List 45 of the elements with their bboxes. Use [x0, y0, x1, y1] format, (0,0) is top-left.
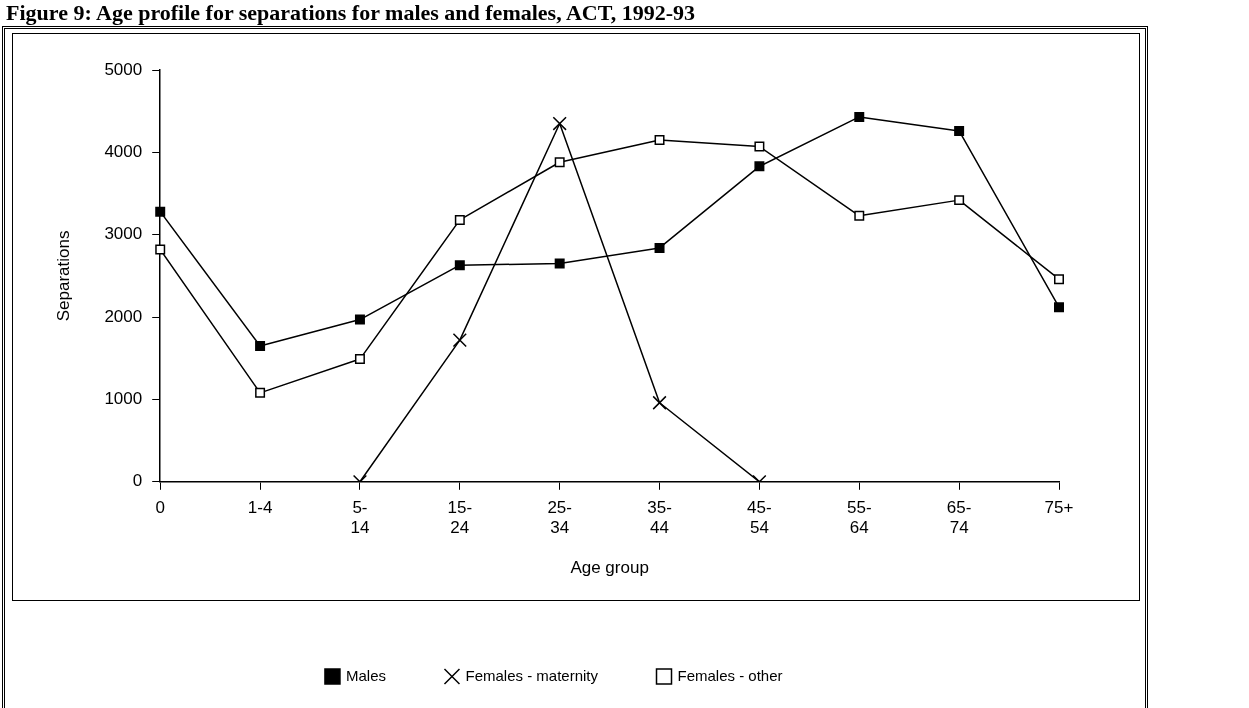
x-axis-title: Age group	[570, 558, 649, 578]
point	[454, 214, 465, 225]
legend-label: Females - other	[677, 666, 783, 684]
x-tick-label: 45-54	[747, 497, 772, 538]
point	[1054, 302, 1064, 313]
point	[654, 242, 665, 253]
point	[354, 314, 365, 325]
point	[354, 354, 365, 365]
point	[854, 210, 865, 221]
x-tick-label: 15-24	[447, 497, 473, 538]
point	[155, 244, 166, 255]
point	[554, 258, 565, 269]
point	[754, 141, 765, 152]
point	[854, 111, 865, 122]
legend-label: Males	[345, 666, 386, 684]
point	[552, 116, 567, 131]
legend-label: Females - maternity	[465, 666, 599, 684]
y-tick-label: 0	[132, 471, 143, 491]
point	[255, 387, 266, 398]
x-tick-label: 65-74	[946, 497, 972, 538]
point	[1054, 274, 1064, 285]
point	[652, 395, 667, 410]
point	[155, 206, 166, 217]
x-tick-label: 55-64	[846, 497, 872, 538]
x-tick-label: 25-34	[547, 497, 572, 538]
x-tick-label: 75+	[1044, 497, 1074, 517]
y-tick-label: 5000	[104, 59, 143, 79]
x-tick-label: 5-14	[350, 497, 370, 538]
y-tick-label: 4000	[104, 142, 143, 162]
y-tick-label: 2000	[104, 306, 143, 326]
point	[452, 333, 467, 348]
point	[654, 135, 665, 145]
point	[454, 260, 465, 271]
x-tick-label: 35-44	[647, 497, 672, 538]
y-axis-title: Separations	[53, 230, 73, 322]
point	[954, 125, 965, 136]
y-tick-label: 3000	[104, 224, 143, 244]
chart-title: Figure 9: Age profile for separations for males and females, ACT, 1992-93	[6, 0, 696, 26]
point	[554, 157, 565, 168]
y-tick-label: 1000	[104, 389, 143, 409]
x-tick-label: 1-4	[247, 497, 273, 517]
point	[255, 340, 266, 351]
point	[754, 161, 765, 172]
point	[954, 195, 965, 206]
x-tick-label: 0	[155, 497, 165, 517]
